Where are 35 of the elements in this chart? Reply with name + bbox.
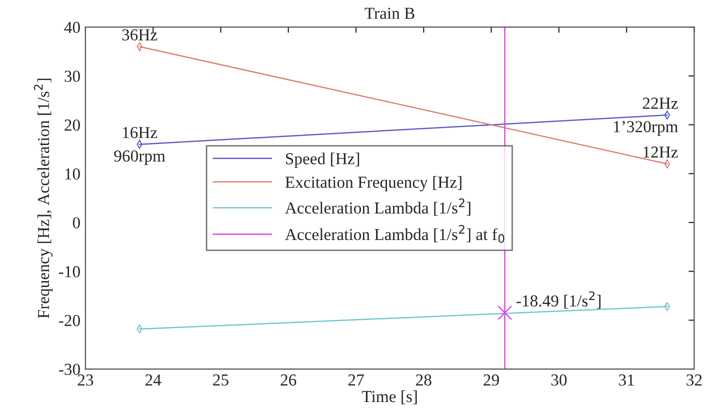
x-tick-label: 28 [416, 374, 432, 386]
y-axis-title: Frequency [Hz], Acceleration [1/s$^{2}$] [34, 78, 53, 318]
annotation: 36Hz [122, 29, 158, 40]
y-tick-label: 0 [72, 217, 80, 228]
y-tick-label: -10 [58, 266, 80, 278]
x-tick-label: 29 [484, 374, 499, 386]
annotation: 16Hz [122, 126, 158, 138]
legend-label: Acceleration Lambda [1/s$^{2}$] at f$_{0}$ [285, 224, 504, 243]
legend-label: Excitation Frequency [Hz] [285, 176, 462, 192]
y-tick-label: 20 [64, 120, 80, 131]
y-tick-label: 30 [64, 70, 80, 82]
point [664, 110, 670, 120]
y-tick-label: -20 [58, 314, 80, 326]
y-tick-label: 10 [65, 168, 80, 180]
annotation: 1’320rpm [614, 121, 678, 136]
point [498, 306, 512, 320]
x-tick-label: 24 [145, 374, 162, 386]
legend-label: Acceleration Lambda [1/s$^{2}$] [285, 198, 470, 216]
annotation: 12Hz [644, 146, 678, 158]
y-tick-label: -30 [58, 364, 80, 375]
x-tick-label: 23 [78, 374, 94, 386]
legend-label: Speed [Hz] [286, 152, 360, 168]
x-axis-title: Time [s] [362, 390, 417, 404]
point [664, 302, 670, 311]
chart-title: Train B [364, 8, 414, 19]
x-tick-label: 25 [213, 374, 228, 386]
x-tick-label: 30 [551, 374, 567, 386]
y-tick-label: 40 [64, 22, 80, 34]
annotation: 960rpm [114, 150, 166, 166]
annotation: 22Hz [642, 98, 678, 109]
x-tick-label: 26 [280, 374, 296, 386]
x-tick-label: 27 [348, 374, 364, 386]
x-tick-label: 32 [686, 374, 702, 386]
x-tick-label: 31 [619, 374, 634, 386]
annotation: -18.49 [1/s$^{2}$] [516, 291, 600, 309]
